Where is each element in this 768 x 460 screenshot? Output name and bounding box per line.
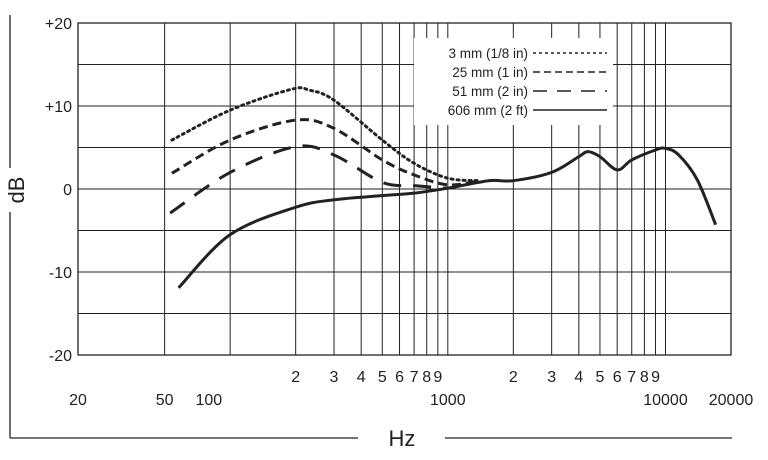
y-tick-label: 0 [63,182,72,199]
x-tick-label: 7 [627,369,636,386]
x-tick-label: 7 [410,369,419,386]
x-tick-label: 3 [330,369,339,386]
series-line [171,118,480,187]
y-tick-label: -10 [49,265,72,282]
y-tick-label: +10 [45,99,72,116]
y-tick-label: +20 [45,16,72,33]
x-tick-label: 2 [509,369,518,386]
grid [77,22,732,356]
series-line [177,146,718,289]
x-tick-label: 6 [395,369,404,386]
x-tick-label: 9 [651,369,660,386]
x-tick-label: 6 [613,369,622,386]
x-tick-label: 4 [574,369,583,386]
x-tick-label: 20 [69,392,87,409]
series-line [169,144,448,215]
legend: 3 mm (1/8 in) 25 mm (1 in) 51 mm (2 in) 606… [448,46,607,118]
x-tick-label: 5 [595,369,604,386]
x-tick-label: 50 [156,392,174,409]
x-tick-label: 1000 [430,392,466,409]
legend-label: 3 mm (1/8 in) [448,46,528,61]
chart-frame: dB Hz [4,15,732,451]
series-line [170,86,482,183]
x-tick-label: 8 [422,369,431,386]
x-tick-label: 4 [357,369,366,386]
x-tick-label: 2 [291,369,300,386]
y-axis-label: dB [4,177,29,204]
x-tick-label: 10000 [643,392,688,409]
x-tick-label: 100 [195,392,222,409]
legend-label: 51 mm (2 in) [452,84,528,99]
x-tick-label: 9 [433,369,442,386]
y-tick-label: -20 [49,348,72,365]
x-axis-label: Hz [389,426,416,451]
legend-label: 606 mm (2 ft) [448,103,528,118]
x-tick-label: 20000 [709,392,754,409]
legend-label: 25 mm (1 in) [452,65,528,80]
x-tick-label: 5 [378,369,387,386]
x-tick-label: 8 [640,369,649,386]
series-lines [169,86,718,289]
x-tick-label: 3 [547,369,556,386]
